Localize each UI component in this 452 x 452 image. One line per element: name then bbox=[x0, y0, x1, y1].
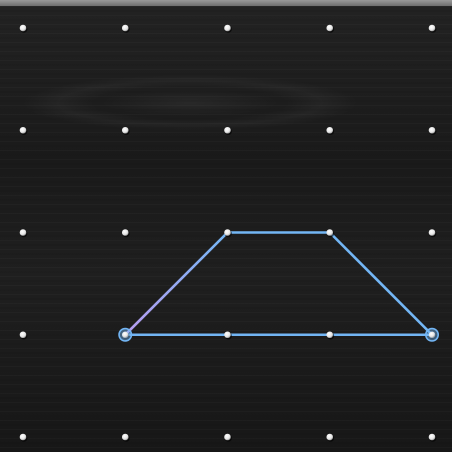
peg-r0-c4[interactable] bbox=[429, 25, 436, 32]
peg-r1-c3[interactable] bbox=[326, 127, 333, 134]
peg-r3-c0[interactable] bbox=[20, 331, 27, 338]
peg-r2-c0[interactable] bbox=[20, 229, 27, 236]
peg-r0-c0[interactable] bbox=[20, 25, 27, 32]
peg-r4-c2[interactable] bbox=[224, 434, 231, 441]
band-handle-peg-1 bbox=[429, 332, 435, 338]
peg-r3-c2[interactable] bbox=[224, 331, 231, 338]
peg-r2-c1[interactable] bbox=[122, 229, 129, 236]
peg-r1-c2[interactable] bbox=[224, 127, 231, 134]
band-handle-peg-0 bbox=[122, 332, 128, 338]
peg-r2-c3[interactable] bbox=[326, 229, 333, 236]
peg-r1-c4[interactable] bbox=[429, 127, 436, 134]
peg-r2-c2[interactable] bbox=[224, 229, 231, 236]
peg-r2-c4[interactable] bbox=[429, 229, 436, 236]
peg-r4-c3[interactable] bbox=[326, 434, 333, 441]
band-segment-0[interactable] bbox=[125, 233, 227, 335]
band-segment-2[interactable] bbox=[330, 233, 432, 335]
peg-grid bbox=[20, 25, 437, 442]
peg-r0-c2[interactable] bbox=[224, 25, 231, 32]
peg-r1-c0[interactable] bbox=[20, 127, 27, 134]
peg-r1-c1[interactable] bbox=[122, 127, 129, 134]
peg-r0-c3[interactable] bbox=[326, 25, 333, 32]
rubber-band-layer bbox=[125, 233, 432, 335]
peg-r4-c0[interactable] bbox=[20, 434, 27, 441]
peg-r4-c1[interactable] bbox=[122, 434, 129, 441]
peg-r3-c3[interactable] bbox=[326, 331, 333, 338]
peg-r0-c1[interactable] bbox=[122, 25, 129, 32]
peg-r4-c4[interactable] bbox=[429, 434, 436, 441]
